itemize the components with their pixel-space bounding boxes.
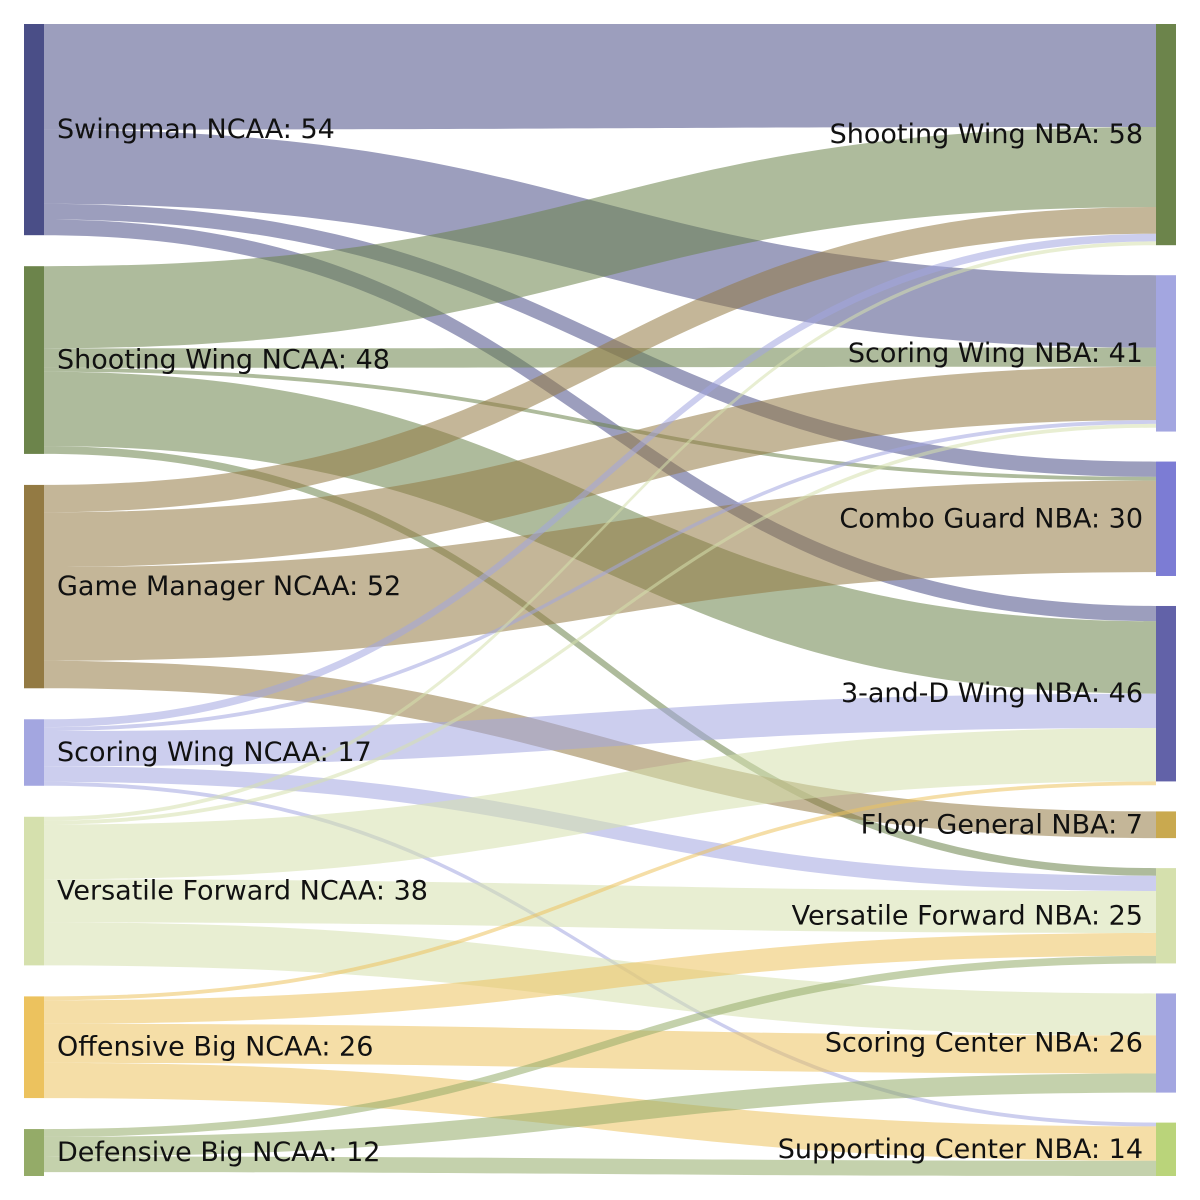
sankey-link-game_manager-to-t_shooting_wing <box>44 207 1156 513</box>
source-node-shooting_wing <box>24 266 44 454</box>
source-label-swingman: Swingman NCAA: 54 <box>57 114 335 145</box>
sankey-link-versatile_forward-to-t_scoring_wing <box>44 423 1156 825</box>
sankey-link-swingman-to-t_combo_guard <box>44 203 1156 477</box>
source-label-versatile_forward: Versatile Forward NCAA: 38 <box>57 876 428 907</box>
sankey-link-scoring_wing-to-t_supporting_center <box>44 781 1156 1127</box>
source-node-defensive_big <box>24 1129 44 1176</box>
sankey-link-shooting_wing-to-t_combo_guard <box>44 367 1156 481</box>
source-label-shooting_wing: Shooting Wing NCAA: 48 <box>57 345 390 376</box>
target-label-t_floor_general: Floor General NBA: 7 <box>861 809 1143 840</box>
target-label-t_shooting_wing: Shooting Wing NBA: 58 <box>830 119 1143 150</box>
sankey-link-offensive_big-to-t_3d_wing <box>44 781 1156 1001</box>
target-label-t_supporting_center: Supporting Center NBA: 14 <box>778 1134 1143 1165</box>
target-label-t_scoring_center: Scoring Center NBA: 26 <box>825 1028 1143 1059</box>
sankey-labels: Swingman NCAA: 54 Shooting Wing NCAA: 48 G… <box>57 114 1143 1168</box>
sankey-link-shooting_wing-to-t_versatile_forward <box>44 446 1156 876</box>
sankey-link-versatile_forward-to-t_shooting_wing <box>44 241 1156 821</box>
sankey-link-scoring_wing-to-t_3d_wing <box>44 693 1156 767</box>
sankey-links <box>44 24 1156 1176</box>
sankey-link-game_manager-to-t_floor_general <box>44 660 1156 839</box>
target-label-t_combo_guard: Combo Guard NBA: 30 <box>839 503 1143 534</box>
sankey-link-swingman-to-t_shooting_wing <box>44 24 1156 130</box>
source-node-versatile_forward <box>24 816 44 966</box>
sankey-link-game_manager-to-t_scoring_wing <box>44 366 1156 568</box>
source-node-swingman <box>24 24 44 236</box>
sankey-link-versatile_forward-to-t_3d_wing <box>44 728 1156 880</box>
source-label-defensive_big: Defensive Big NCAA: 12 <box>57 1137 380 1168</box>
target-node-t_versatile_forward <box>1156 868 1176 964</box>
source-node-scoring_wing <box>24 719 44 786</box>
sankey-link-offensive_big-to-t_versatile_forward <box>44 932 1156 1024</box>
sankey-link-versatile_forward-to-t_versatile_forward <box>44 879 1156 933</box>
target-node-t_scoring_wing <box>1156 275 1176 432</box>
source-label-scoring_wing: Scoring Wing NCAA: 17 <box>57 737 372 768</box>
sankey-link-shooting_wing-to-t_shooting_wing <box>44 126 1156 349</box>
target-node-t_scoring_center <box>1156 993 1176 1093</box>
source-node-offensive_big <box>24 996 44 1099</box>
target-node-t_combo_guard <box>1156 461 1176 576</box>
sankey-link-scoring_wing-to-t_scoring_wing <box>44 420 1156 732</box>
sankey-nodes <box>24 24 1176 1176</box>
target-label-t_scoring_wing: Scoring Wing NBA: 41 <box>848 338 1143 369</box>
sankey-link-game_manager-to-t_combo_guard <box>44 480 1156 661</box>
target-node-t_supporting_center <box>1156 1122 1176 1176</box>
sankey-link-scoring_wing-to-t_shooting_wing <box>44 233 1156 728</box>
target-label-t_versatile_forward: Versatile Forward NBA: 25 <box>792 900 1143 931</box>
source-label-offensive_big: Offensive Big NCAA: 26 <box>57 1032 373 1063</box>
sankey-link-defensive_big-to-t_scoring_center <box>44 1073 1156 1157</box>
target-label-t_3d_wing: 3-and-D Wing NBA: 46 <box>841 678 1143 709</box>
source-label-game_manager: Game Manager NCAA: 52 <box>57 571 401 602</box>
sankey-link-defensive_big-to-t_versatile_forward <box>44 955 1156 1137</box>
target-node-t_3d_wing <box>1156 605 1176 782</box>
sankey-link-defensive_big-to-t_supporting_center <box>44 1156 1156 1176</box>
target-node-t_floor_general <box>1156 811 1176 839</box>
target-node-t_shooting_wing <box>1156 24 1176 246</box>
source-node-game_manager <box>24 484 44 689</box>
sankey-link-swingman-to-t_3d_wing <box>44 219 1156 622</box>
